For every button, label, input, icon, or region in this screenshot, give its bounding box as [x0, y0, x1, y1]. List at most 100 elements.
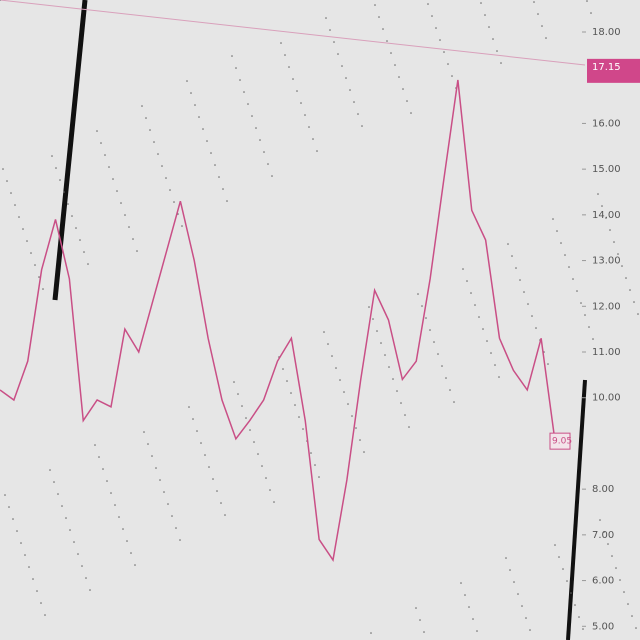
- background-dot: [163, 491, 165, 493]
- background-dot: [212, 478, 214, 480]
- background-dot: [437, 353, 439, 355]
- background-dot: [451, 75, 453, 77]
- background-dot: [429, 329, 431, 331]
- background-dot: [588, 326, 590, 328]
- background-dot: [505, 557, 507, 559]
- price-line: [0, 79, 556, 562]
- background-dot: [49, 469, 51, 471]
- background-dot: [417, 293, 419, 295]
- background-dot: [617, 253, 619, 255]
- background-dot: [449, 389, 451, 391]
- background-dot: [247, 103, 249, 105]
- background-dot: [402, 88, 404, 90]
- background-dot: [57, 493, 59, 495]
- background-dot: [96, 130, 98, 132]
- background-dot: [572, 278, 574, 280]
- background-dot: [386, 40, 388, 42]
- background-dot: [574, 604, 576, 606]
- background-dot: [582, 628, 584, 630]
- background-dot: [157, 153, 159, 155]
- background-dot: [8, 506, 10, 508]
- background-dot: [554, 544, 556, 546]
- background-dot: [545, 37, 547, 39]
- background-dot: [599, 519, 601, 521]
- background-dot: [484, 14, 486, 16]
- background-dot: [2, 168, 4, 170]
- background-dot: [38, 276, 40, 278]
- background-dot: [392, 378, 394, 380]
- background-dot: [531, 315, 533, 317]
- background-dot: [159, 479, 161, 481]
- background-dot: [192, 418, 194, 420]
- background-dot: [81, 565, 83, 567]
- background-dot: [263, 151, 265, 153]
- background-dot: [16, 530, 18, 532]
- background-dot: [40, 602, 42, 604]
- background-dot: [486, 340, 488, 342]
- background-dot: [472, 618, 474, 620]
- background-dot: [36, 590, 38, 592]
- background-dot: [547, 363, 549, 365]
- background-dot: [243, 91, 245, 93]
- background-dot: [562, 568, 564, 570]
- background-dot: [570, 592, 572, 594]
- background-dot: [32, 578, 34, 580]
- background-dot: [169, 189, 171, 191]
- y-tick-label: 11.00: [592, 347, 621, 358]
- background-dot: [376, 330, 378, 332]
- background-dot: [28, 566, 30, 568]
- background-dot: [10, 192, 12, 194]
- background-dot: [26, 240, 28, 242]
- background-dot: [214, 164, 216, 166]
- background-dot: [394, 64, 396, 66]
- background-dot: [167, 503, 169, 505]
- background-dot: [292, 78, 294, 80]
- background-dot: [533, 1, 535, 3]
- background-dot: [271, 175, 273, 177]
- background-dot: [396, 390, 398, 392]
- background-dot: [631, 615, 633, 617]
- background-dot: [568, 266, 570, 268]
- background-dot: [578, 616, 580, 618]
- background-dot: [251, 115, 253, 117]
- background-dot: [116, 190, 118, 192]
- background-dot: [44, 614, 46, 616]
- background-dot: [22, 228, 24, 230]
- background-dot: [341, 65, 343, 67]
- background-dot: [65, 517, 67, 519]
- background-dot: [513, 581, 515, 583]
- background-dot: [349, 89, 351, 91]
- background-dot: [206, 140, 208, 142]
- background-dot: [100, 142, 102, 144]
- background-dot: [370, 632, 372, 634]
- background-dot: [196, 430, 198, 432]
- y-tick-label: 7.00: [592, 530, 614, 541]
- background-dot: [590, 12, 592, 14]
- background-dot: [580, 302, 582, 304]
- background-dot: [106, 480, 108, 482]
- background-dot: [55, 167, 57, 169]
- background-dot: [374, 4, 376, 6]
- background-dot: [488, 26, 490, 28]
- background-dot: [462, 268, 464, 270]
- background-dot: [120, 202, 122, 204]
- background-dot: [480, 2, 482, 4]
- background-dot: [552, 218, 554, 220]
- background-dot: [556, 230, 558, 232]
- background-dot: [537, 13, 539, 15]
- background-dot: [73, 541, 75, 543]
- background-dot: [468, 606, 470, 608]
- background-dot: [435, 27, 437, 29]
- trend-line: [0, 0, 586, 66]
- background-dot: [609, 229, 611, 231]
- background-dot: [576, 290, 578, 292]
- background-dot: [77, 553, 79, 555]
- background-dot: [333, 41, 335, 43]
- background-dot: [186, 80, 188, 82]
- background-dot: [267, 163, 269, 165]
- background-dot: [6, 180, 8, 182]
- background-dot: [255, 127, 257, 129]
- background-dot: [53, 481, 55, 483]
- background-dot: [59, 179, 61, 181]
- background-dot: [601, 205, 603, 207]
